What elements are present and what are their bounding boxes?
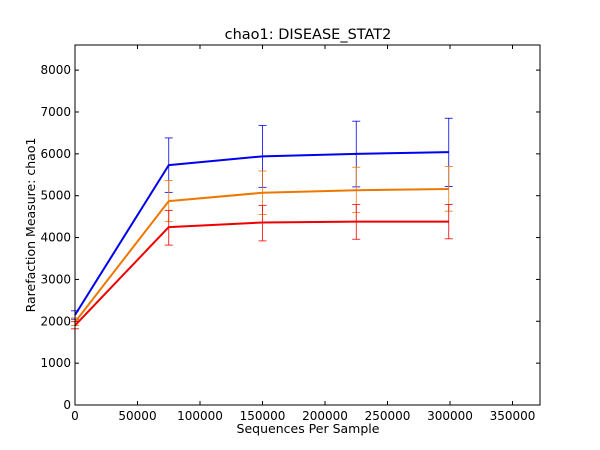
y-tick-label: 6000	[40, 147, 71, 161]
y-tick-label: 8000	[40, 63, 71, 77]
x-tick-label: 250000	[365, 409, 411, 423]
series-line	[74, 188, 449, 323]
x-tick-label: 200000	[302, 409, 348, 423]
series-layer	[71, 117, 453, 330]
y-axis-title: Rarefaction Measure: chao1	[23, 138, 38, 313]
y-tick-label: 7000	[40, 105, 71, 119]
x-tick-label: 150000	[240, 409, 286, 423]
y-tick-label: 5000	[40, 189, 71, 203]
series-3	[71, 204, 453, 330]
y-tick-label: 0	[63, 398, 71, 412]
x-tick-label: 350000	[490, 409, 536, 423]
x-tick-label: 50000	[118, 409, 156, 423]
series-line	[74, 151, 449, 316]
x-tick-label: 100000	[177, 409, 223, 423]
y-tick-label: 3000	[40, 272, 71, 286]
y-tick-label: 1000	[40, 356, 71, 370]
x-axis: 0 50000 100000 150000 200000 250000 300000 3500…	[71, 45, 535, 423]
y-tick-label: 4000	[40, 231, 71, 245]
x-tick-label: 300000	[427, 409, 473, 423]
plot-frame	[74, 44, 541, 406]
x-axis-title: Sequences Per Sample	[237, 421, 380, 436]
y-tick-label: 2000	[40, 314, 71, 328]
series-line	[74, 220, 449, 327]
y-axis: 0 1000 2000 3000 4000 5000 6000 7000 8000	[40, 63, 540, 412]
x-tick-label: 0	[71, 409, 79, 423]
chart-title: chao1: DISEASE_STAT2	[225, 27, 392, 43]
